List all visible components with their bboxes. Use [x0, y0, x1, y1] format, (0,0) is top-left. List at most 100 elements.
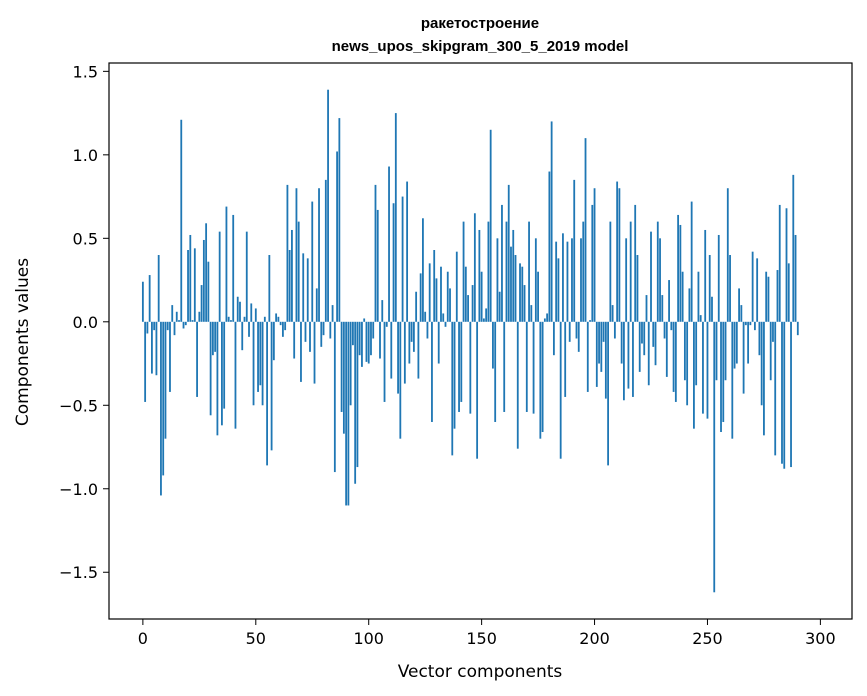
bar-98: [363, 318, 366, 322]
bar-149: [478, 229, 481, 322]
bar-124: [422, 218, 424, 322]
bar-75: [311, 201, 314, 322]
bar-248: [702, 321, 704, 414]
x-axis-ticks: 0 50 100 150 200 250 300: [138, 619, 836, 648]
bar-280: [774, 321, 777, 456]
bar-81: [324, 179, 327, 322]
bar-217: [632, 321, 634, 397]
bar-222: [643, 321, 646, 356]
bar-198: [589, 320, 591, 322]
bar-51: [257, 321, 259, 392]
bar-287: [790, 321, 792, 468]
bar-174: [534, 238, 537, 322]
bar-282: [778, 204, 781, 322]
bar-133: [442, 313, 445, 322]
bar-218: [634, 204, 637, 322]
bar-225: [650, 231, 652, 322]
bar-66: [291, 229, 293, 322]
bar-41: [234, 321, 237, 429]
bar-10: [164, 321, 167, 439]
bar-76: [313, 321, 316, 384]
bar-230: [661, 295, 664, 322]
bar-185: [559, 321, 562, 459]
bar-252: [711, 296, 713, 322]
bar-234: [670, 321, 673, 331]
bar-131: [437, 321, 440, 364]
bar-286: [787, 263, 790, 322]
bar-53: [261, 321, 264, 406]
bar-32: [214, 321, 217, 352]
bar-109: [388, 166, 390, 322]
bar-61: [279, 321, 282, 326]
bar-154: [489, 129, 492, 322]
bar-111: [392, 203, 395, 322]
bar-259: [726, 188, 729, 322]
y-tick-label: 0.5: [73, 229, 98, 248]
bar-194: [580, 238, 582, 322]
bar-142: [462, 221, 465, 322]
bar-28: [205, 223, 208, 322]
bar-132: [440, 266, 442, 322]
bar-136: [449, 288, 451, 322]
bar-87: [338, 118, 341, 322]
bar-118: [408, 321, 411, 364]
bar-183: [555, 241, 558, 322]
bar-168: [521, 266, 524, 322]
bar-245: [695, 321, 698, 386]
bar-21: [189, 234, 192, 322]
bar-237: [677, 214, 680, 322]
bar-227: [654, 321, 657, 366]
bar-226: [652, 321, 655, 347]
bar-260: [729, 255, 731, 322]
bar-161: [505, 221, 508, 322]
x-tick-label: 0: [138, 629, 148, 648]
bar-68: [295, 188, 298, 322]
bar-219: [636, 255, 639, 322]
bar-178: [543, 318, 546, 322]
bar-84: [331, 305, 334, 322]
bar-207: [609, 221, 612, 322]
bar-120: [412, 321, 415, 352]
bar-211: [618, 188, 621, 322]
bar-94: [354, 321, 357, 484]
bar-80: [322, 321, 325, 336]
bar-186: [562, 233, 564, 322]
bar-164: [512, 229, 515, 322]
bar-123: [419, 273, 422, 322]
bar-249: [704, 229, 707, 322]
bar-20: [187, 250, 189, 322]
bar-285: [785, 208, 788, 322]
bar-221: [641, 321, 643, 344]
bar-263: [735, 321, 738, 364]
bar-184: [557, 258, 560, 322]
bars-group: [141, 89, 799, 593]
bar-115: [401, 196, 404, 322]
bar-11: [166, 321, 169, 331]
bar-159: [501, 204, 503, 322]
x-tick-label: 50: [246, 629, 266, 648]
bar-39: [230, 320, 232, 322]
bar-240: [683, 321, 686, 381]
bar-273: [758, 321, 761, 356]
bar-176: [539, 321, 542, 439]
bar-3: [148, 275, 151, 322]
bar-197: [586, 321, 589, 392]
bar-167: [519, 263, 521, 322]
bar-24: [196, 321, 198, 397]
bar-103: [374, 184, 377, 322]
bar-193: [577, 321, 580, 352]
bar-236: [674, 321, 677, 402]
bar-86: [336, 151, 338, 322]
y-axis-ticks: 1.5 1.0 0.5 0.0 −0.5 −1.0 −1.5: [59, 62, 109, 582]
bar-50: [254, 308, 257, 322]
bar-18: [182, 321, 185, 329]
bar-17: [180, 119, 183, 322]
bar-224: [647, 321, 650, 386]
bar-251: [708, 255, 711, 322]
bar-141: [460, 321, 463, 402]
bar-44: [241, 321, 244, 351]
bar-15: [175, 311, 178, 322]
bar-4: [151, 321, 153, 374]
y-axis-label: Components values: [13, 258, 33, 426]
x-tick-label: 100: [353, 629, 384, 648]
